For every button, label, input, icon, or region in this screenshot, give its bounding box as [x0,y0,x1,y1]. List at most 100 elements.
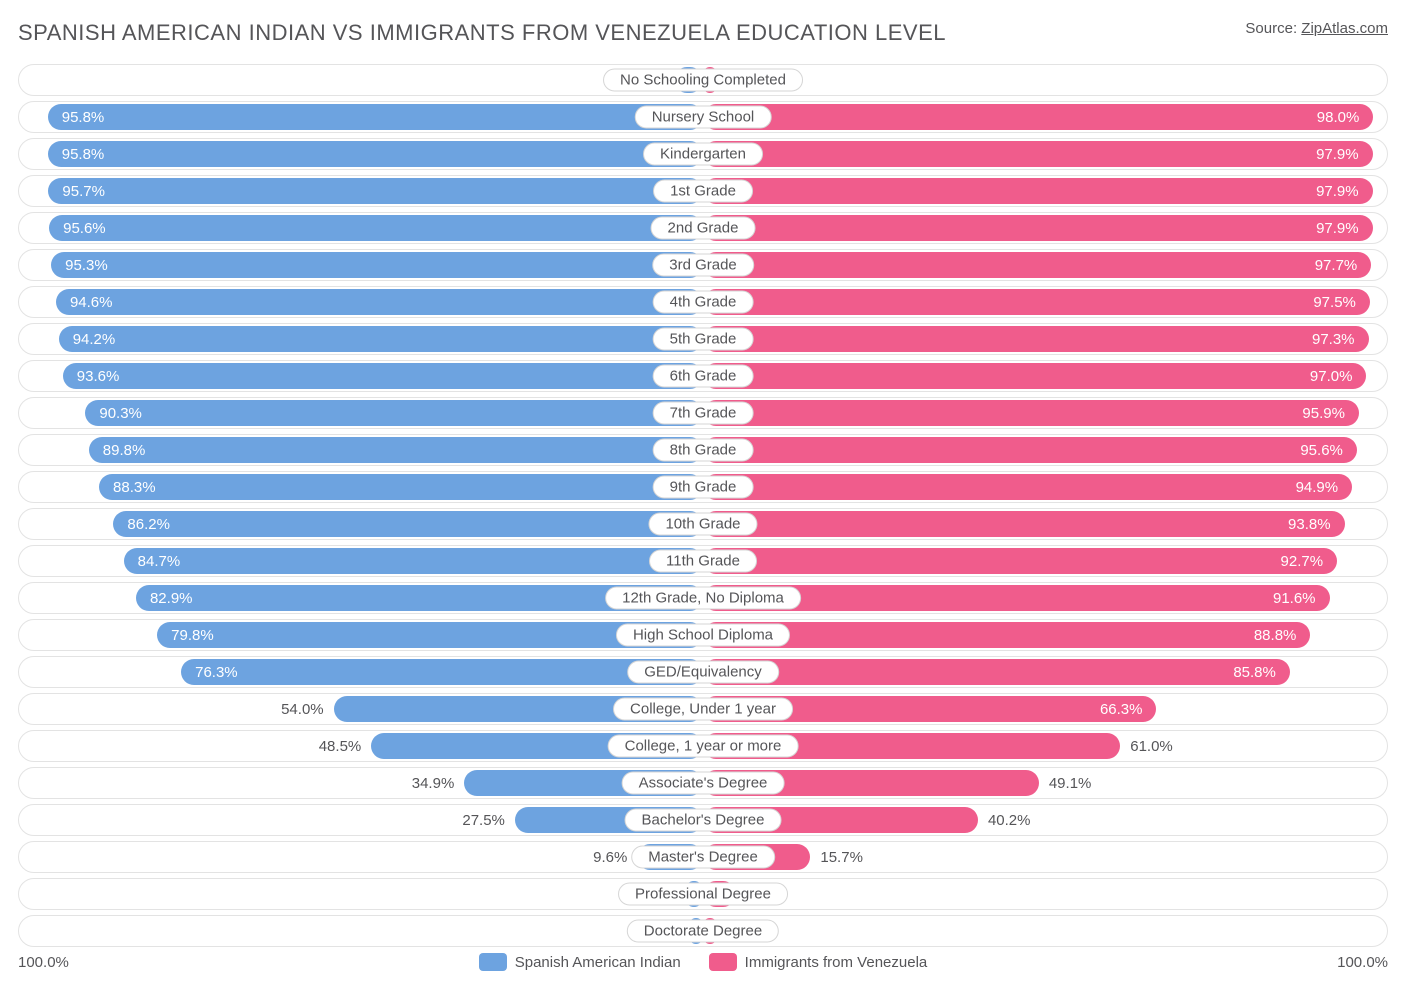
category-label: 12th Grade, No Diploma [605,587,801,610]
chart-footer: 100.0% Spanish American Indian Immigrant… [18,953,1388,971]
chart-row: 90.3%95.9%7th Grade [18,397,1388,429]
axis-left-label: 100.0% [18,954,69,971]
category-label: 2nd Grade [651,217,756,240]
bar-right: 92.7% [703,548,1337,574]
value-right: 97.0% [1310,368,1353,385]
category-label: High School Diploma [616,624,790,647]
chart-row: 9.6%15.7%Master's Degree [18,841,1388,873]
source-prefix: Source: [1245,20,1301,37]
category-label: Bachelor's Degree [625,809,782,832]
chart-row: 94.6% 97.5%4th Grade [18,286,1388,318]
chart-row: 95.3% 97.7% 3rd Grade [18,249,1388,281]
value-left: 79.8% [171,627,214,644]
value-left: 90.3% [99,405,142,422]
category-label: 10th Grade [648,513,757,536]
category-label: No Schooling Completed [603,69,803,92]
chart-row: 88.3%94.9%9th Grade [18,471,1388,503]
category-label: Associate's Degree [622,772,785,795]
value-right: 88.8% [1254,627,1297,644]
chart-row: 95.7% 97.9% 1st Grade [18,175,1388,207]
value-left: 76.3% [195,664,238,681]
source-link[interactable]: ZipAtlas.com [1301,20,1388,37]
chart-row: 79.8% 88.8% High School Diploma [18,619,1388,651]
chart-row: 94.2% 97.3% 5th Grade [18,323,1388,355]
legend-label-left: Spanish American Indian [515,954,681,971]
value-left: 27.5% [462,812,515,829]
category-label: Nursery School [635,106,772,129]
legend: Spanish American Indian Immigrants from … [69,953,1337,971]
legend-item-left: Spanish American Indian [479,953,681,971]
legend-item-right: Immigrants from Venezuela [709,953,928,971]
value-left: 94.2% [73,331,116,348]
legend-swatch-right [709,953,737,971]
bar-right: 94.9% [703,474,1352,500]
bar-left: 94.2% [59,326,703,352]
value-right: 92.7% [1281,553,1324,570]
chart-row: 93.6% 97.0% 6th Grade [18,360,1388,392]
chart-row: 76.3% 85.8% GED/Equivalency [18,656,1388,688]
value-right: 97.9% [1316,146,1359,163]
bar-left: 89.8% [89,437,703,463]
bar-right: 97.3% [703,326,1369,352]
value-left: 93.6% [77,368,120,385]
value-right: 94.9% [1296,479,1339,496]
bar-left: 86.2% [113,511,703,537]
value-left: 95.8% [62,109,105,126]
chart-row: 27.5% 40.2% Bachelor's Degree [18,804,1388,836]
category-label: GED/Equivalency [627,661,779,684]
value-right: 97.7% [1315,257,1358,274]
value-right: 98.0% [1317,109,1360,126]
value-left: 86.2% [127,516,170,533]
chart-title: SPANISH AMERICAN INDIAN VS IMMIGRANTS FR… [18,20,946,46]
category-label: College, Under 1 year [613,698,793,721]
category-label: Master's Degree [631,846,775,869]
value-left: 84.7% [138,553,181,570]
value-right: 95.9% [1302,405,1345,422]
chart-row: 2.7%4.8%Professional Degree [18,878,1388,910]
value-right: 49.1% [1039,775,1092,792]
category-label: 5th Grade [653,328,754,351]
value-right: 93.8% [1288,516,1331,533]
bar-right: 85.8% [703,659,1290,685]
value-right: 97.9% [1316,183,1359,200]
category-label: Professional Degree [618,883,788,906]
bar-left: 88.3% [99,474,703,500]
bar-left: 95.8% [48,141,703,167]
bar-left: 76.3% [181,659,703,685]
bar-left: 95.7% [48,178,703,204]
chart-row: 95.8% 97.9% Kindergarten [18,138,1388,170]
category-label: 6th Grade [653,365,754,388]
value-left: 95.7% [62,183,105,200]
bar-left: 84.7% [124,548,703,574]
value-right: 97.9% [1316,220,1359,237]
chart-row: 54.0%66.3%College, Under 1 year [18,693,1388,725]
chart-row: 82.9%91.6%12th Grade, No Diploma [18,582,1388,614]
value-left: 48.5% [319,738,372,755]
legend-swatch-left [479,953,507,971]
category-label: 3rd Grade [652,254,754,277]
chart-container: SPANISH AMERICAN INDIAN VS IMMIGRANTS FR… [0,0,1406,983]
category-label: Doctorate Degree [627,920,779,943]
value-left: 94.6% [70,294,113,311]
chart-row: 4.2%2.0%No Schooling Completed [18,64,1388,96]
category-label: Kindergarten [643,143,763,166]
value-right: 97.3% [1312,331,1355,348]
category-label: 4th Grade [653,291,754,314]
value-left: 88.3% [113,479,156,496]
bar-right: 98.0% [703,104,1373,130]
category-label: 1st Grade [653,180,753,203]
bar-right: 95.9% [703,400,1359,426]
bar-right: 97.5% [703,289,1370,315]
value-right: 40.2% [978,812,1031,829]
bar-right: 88.8% [703,622,1310,648]
bar-right: 93.8% [703,511,1345,537]
chart-rows: 4.2%2.0%No Schooling Completed 95.8% 98.0%… [18,64,1388,947]
chart-row: 86.2% 93.8% 10th Grade [18,508,1388,540]
value-right: 85.8% [1233,664,1276,681]
value-right: 66.3% [1100,701,1143,718]
value-right: 95.6% [1300,442,1343,459]
value-right: 15.7% [810,849,863,866]
bar-left: 95.3% [51,252,703,278]
bar-left: 95.8% [48,104,703,130]
value-left: 89.8% [103,442,146,459]
